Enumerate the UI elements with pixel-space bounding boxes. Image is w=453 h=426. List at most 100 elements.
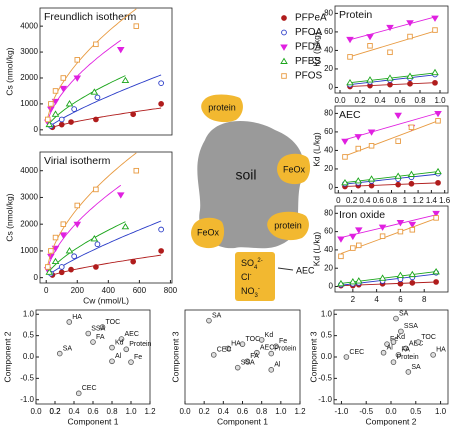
x-tick-label: 400 [102, 286, 116, 295]
pca-label: Protein [274, 345, 296, 352]
anion-box [235, 252, 275, 301]
legend-marker [281, 15, 287, 21]
y-axis-label: Component 2 [2, 331, 12, 382]
data-point [354, 227, 363, 234]
data-point [408, 270, 417, 278]
data-point [48, 101, 54, 107]
pca-point [56, 350, 63, 357]
x-tick-label: 1.4 [426, 196, 438, 205]
panel-title: Virial isotherm [44, 155, 111, 167]
data-point [386, 24, 394, 32]
pca-point [390, 359, 397, 365]
pca-label: Al [387, 345, 394, 352]
pca-point [85, 330, 92, 337]
data-point [349, 233, 357, 241]
anion-sup: - [250, 272, 252, 278]
data-point [58, 264, 65, 270]
data-point [73, 221, 82, 229]
data-point [347, 54, 353, 60]
data-point [407, 170, 416, 177]
y-tick-label: 80 [324, 208, 333, 217]
y-tick-label: 60 [324, 227, 333, 236]
y-tick-label: 1000 [20, 246, 38, 255]
legend-label: PFPeA [295, 13, 327, 24]
data-point [354, 277, 363, 284]
anion-site-label: AEC [296, 265, 315, 275]
data-point [60, 221, 67, 227]
data-point [406, 72, 414, 79]
data-point [133, 167, 140, 174]
y-tick-label: 0.5 [23, 331, 35, 340]
legend-marker [281, 29, 287, 36]
anion-text: NO [241, 286, 255, 296]
anion-sup: - [258, 286, 260, 292]
y-tick-label: -0.5 [20, 373, 34, 382]
legend-marker [280, 57, 288, 64]
plot-frame [334, 205, 449, 293]
pca-label: SSA [404, 323, 418, 330]
y-tick-label: -1.0 [318, 395, 332, 404]
legend-marker [281, 73, 287, 79]
data-point [379, 233, 386, 239]
x-tick-label: 0.2 [49, 407, 61, 416]
data-point [367, 43, 373, 49]
x-tick-label: 6 [398, 295, 403, 304]
pca-label: AEC [409, 340, 423, 347]
data-point [435, 118, 441, 124]
pca-point [123, 346, 130, 353]
x-tick-label: 0.2 [49, 407, 61, 416]
pca-point [405, 369, 412, 375]
data-point [73, 75, 82, 82]
plot-frame [39, 7, 173, 136]
x-tick-label: 0.8 [106, 407, 118, 416]
data-point [432, 267, 440, 275]
x-tick-label: 0.4 [374, 96, 386, 105]
x-tick-label: 0.0 [334, 96, 346, 105]
data-point [433, 279, 439, 285]
fit-line [47, 8, 137, 118]
protein-patch [267, 211, 309, 241]
x-tick-label: 0.6 [87, 407, 99, 416]
data-point [431, 68, 439, 76]
pca-point [268, 350, 275, 357]
fit-line [48, 221, 126, 272]
fit-line [349, 16, 436, 41]
y-axis-label: Kd (L/kg) [311, 32, 321, 67]
pca-label: FA [96, 334, 105, 341]
pca-point [225, 345, 231, 352]
pca-label: FA [401, 347, 410, 354]
x-tick-label: 600 [133, 286, 147, 295]
data-point [52, 234, 59, 241]
y-tick-label: 20 [324, 263, 333, 272]
data-point [397, 228, 404, 235]
y-tick-label: 1.0 [321, 309, 333, 318]
y-tick-label: 1.0 [23, 309, 35, 318]
pca-point [390, 339, 397, 345]
x-tick-label: 0.4 [218, 407, 230, 416]
x-tick-label: 0.5 [410, 407, 422, 416]
y-tick-label: 60 [324, 27, 333, 36]
x-tick-label: 1.2 [294, 407, 306, 416]
data-point [51, 110, 60, 117]
y-tick-label: 80 [324, 9, 333, 18]
x-tick-label: 0.2 [199, 407, 211, 416]
data-point [433, 215, 439, 221]
x-axis-label: Cw (nmol/L) [83, 295, 129, 305]
pca-label: TOC [421, 334, 436, 341]
pca-label: Fe [134, 354, 142, 361]
feox-patch [191, 217, 225, 249]
pca-label: SSA [91, 325, 105, 332]
data-point [65, 100, 74, 107]
data-point [368, 182, 375, 189]
data-point [434, 167, 442, 175]
data-point [354, 177, 363, 184]
data-point [341, 138, 349, 146]
pca-label: SA [212, 313, 222, 320]
pca-label: CEC [217, 347, 232, 354]
x-tick-label: 1 [403, 196, 408, 205]
pca-label: Kd [115, 339, 124, 346]
pca-label: Al [115, 353, 122, 360]
data-point [407, 80, 413, 87]
data-point [45, 264, 51, 270]
